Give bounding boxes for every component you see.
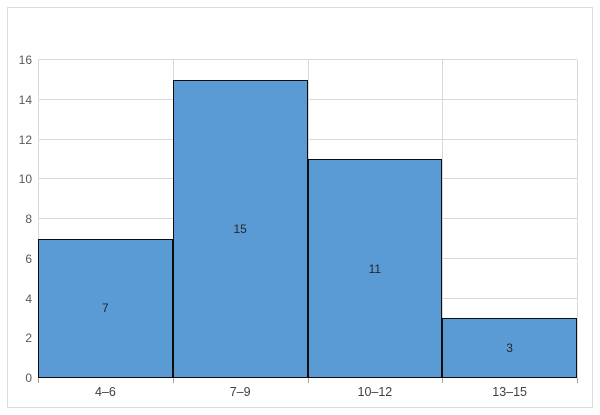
histogram-bar <box>38 238 173 378</box>
y-axis-tick-label: 12 <box>18 132 32 147</box>
y-axis-tick-label: 8 <box>25 212 32 226</box>
x-axis-tick-label: 13–15 <box>492 385 528 399</box>
y-axis-tick-label: 6 <box>25 251 32 266</box>
gridline-vertical <box>38 60 39 378</box>
gridline-vertical <box>442 60 443 378</box>
histogram-bar <box>442 318 577 378</box>
x-axis-tick-mark <box>442 378 443 383</box>
bar-data-label: 7 <box>102 301 109 316</box>
x-axis-tick-label: 10–12 <box>357 385 393 399</box>
bar-data-label: 11 <box>368 261 382 276</box>
x-axis-tick-label: 7–9 <box>229 385 251 399</box>
y-axis-tick-label: 14 <box>18 92 32 107</box>
y-axis-tick-label: 10 <box>18 172 32 187</box>
x-axis-tick-mark <box>577 378 578 383</box>
y-axis-tick-label: 16 <box>18 53 32 67</box>
gridline-vertical <box>577 60 578 378</box>
histogram-bar <box>172 79 308 378</box>
histogram-bar <box>307 159 443 378</box>
x-axis-tick-label: 4–6 <box>94 385 116 399</box>
x-axis-tick-mark <box>38 378 39 383</box>
y-axis-tick-label: 4 <box>25 291 32 306</box>
y-axis-tick-label: 2 <box>25 331 32 346</box>
bar-data-label: 15 <box>233 221 247 236</box>
gridline-horizontal <box>38 138 577 140</box>
gridline-horizontal <box>38 59 577 60</box>
y-axis-tick-label: 0 <box>25 371 32 385</box>
plot-area: 7 15 11 3 <box>38 59 578 378</box>
bar-data-label: 3 <box>506 341 513 356</box>
x-axis-tick-mark <box>308 378 309 383</box>
gridline-horizontal <box>38 98 577 100</box>
x-axis-tick-mark <box>173 378 174 383</box>
